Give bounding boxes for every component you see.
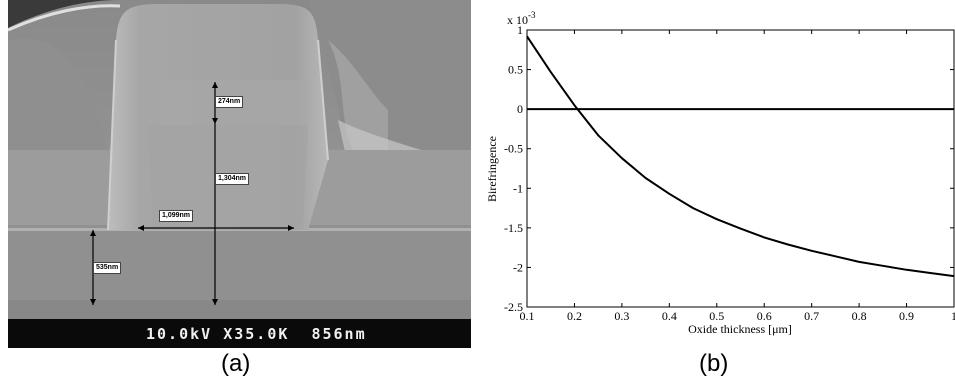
y-axis-multiplier-base: x 10 bbox=[507, 13, 528, 27]
chart-series bbox=[526, 35, 955, 278]
y-axis-label: Birefringence bbox=[485, 136, 499, 202]
measurement-label-height: 1,304nm bbox=[215, 173, 250, 185]
x-axis-label: Oxide thickness [μm] bbox=[688, 322, 792, 336]
x-tick-label: 0.3 bbox=[614, 309, 629, 323]
x-tick-label: 0.9 bbox=[899, 309, 914, 323]
x-tick-label: 0.5 bbox=[709, 309, 724, 323]
measurement-label-width: 1,099nm bbox=[159, 210, 194, 222]
panel-b-caption: (b) bbox=[699, 350, 729, 377]
y-tick-label: 1 bbox=[517, 23, 523, 37]
chart-axes bbox=[526, 29, 955, 308]
x-tick-label: 0.2 bbox=[567, 309, 582, 323]
measurement-label-bottom: 535nm bbox=[93, 262, 122, 274]
y-axis-multiplier: x 10-3 bbox=[507, 10, 536, 27]
x-tick-label: 0.8 bbox=[852, 309, 867, 323]
birefringence-chart-panel: 0.1 0.2 0.3 0.4 0.5 0.6 0.7 0.8 0.9 1 1 0.5 0 -0.5 -1 -… bbox=[478, 0, 955, 350]
y-tick-label: -1 bbox=[513, 181, 523, 195]
y-tick-label: -0.5 bbox=[504, 142, 523, 156]
x-tick-label: 1 bbox=[951, 309, 955, 323]
y-tick-label: 0.5 bbox=[508, 63, 523, 77]
x-tick-label: 0.7 bbox=[804, 309, 819, 323]
x-tick-label: 0.4 bbox=[662, 309, 677, 323]
chart-ticks: 0.1 0.2 0.3 0.4 0.5 0.6 0.7 0.8 0.9 1 1 0.5 0 -0.5 -1 -… bbox=[504, 23, 955, 323]
x-tick-label: 0.6 bbox=[757, 309, 772, 323]
sem-metadata-text: 10.0kV X35.0K 856nm bbox=[146, 325, 367, 343]
sem-image-panel: 274nm 1,304nm 1,099nm 535nm 10.0kV X35.0… bbox=[8, 0, 471, 348]
y-axis-multiplier-exponent: -3 bbox=[528, 10, 536, 20]
measurement-label-top: 274nm bbox=[215, 96, 244, 108]
x-tick-label: 0.1 bbox=[520, 309, 535, 323]
y-tick-label: -1.5 bbox=[504, 221, 523, 235]
birefringence-chart: 0.1 0.2 0.3 0.4 0.5 0.6 0.7 0.8 0.9 1 1 0.5 0 -0.5 -1 -… bbox=[485, 10, 955, 336]
y-tick-label: 0 bbox=[517, 102, 523, 116]
y-tick-label: -2.5 bbox=[504, 300, 523, 314]
sem-micrograph bbox=[8, 0, 471, 319]
y-tick-label: -2 bbox=[513, 260, 523, 274]
plot-frame bbox=[526, 29, 955, 308]
sem-info-bar: 10.0kV X35.0K 856nm bbox=[8, 319, 471, 348]
birefringence-curve bbox=[526, 35, 955, 278]
panel-a-caption: (a) bbox=[221, 350, 251, 377]
